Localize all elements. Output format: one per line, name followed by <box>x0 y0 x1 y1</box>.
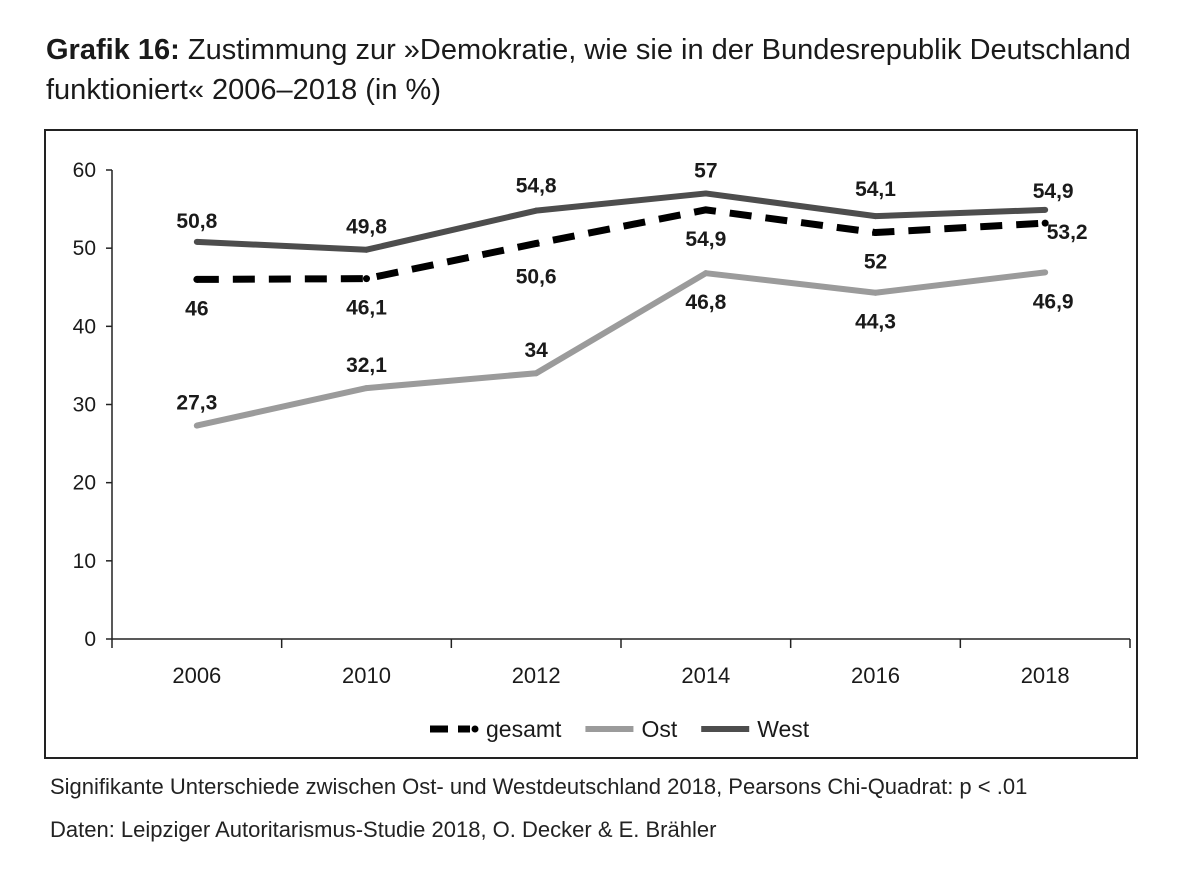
series-line-ost <box>196 269 1046 429</box>
data-point-west <box>363 246 370 253</box>
data-label-gesamt: 53,2 <box>1047 221 1088 244</box>
x-tick-label: 2010 <box>342 663 391 688</box>
legend-swatch-dot <box>471 725 479 733</box>
data-label-ost: 32,1 <box>346 354 387 377</box>
data-label-ost: 27,3 <box>176 392 217 415</box>
x-tick-label: 2012 <box>512 663 561 688</box>
y-tick-label: 20 <box>73 472 96 495</box>
y-tick-label: 0 <box>84 628 96 651</box>
data-point-ost <box>533 370 540 377</box>
legend-label-west: West <box>757 716 810 742</box>
data-label-ost: 46,8 <box>685 291 726 314</box>
chart-title-lead: Grafik 16: <box>46 34 180 66</box>
x-tick-label: 2016 <box>851 663 900 688</box>
y-tick-label: 40 <box>73 315 96 338</box>
x-tick-label: 2018 <box>1021 663 1070 688</box>
data-point-west <box>193 238 200 245</box>
series-line-west <box>196 190 1046 253</box>
data-label-west: 54,8 <box>516 175 557 198</box>
chart-title: Grafik 16: Zustimmung zur »Demokratie, w… <box>46 30 1166 110</box>
legend-label-gesamt: gesamt <box>486 716 562 742</box>
data-label-gesamt: 46 <box>185 297 208 320</box>
data-point-gesamt <box>193 275 201 283</box>
series-line-gesamt <box>196 206 1046 283</box>
data-label-gesamt: 54,9 <box>685 228 726 251</box>
data-point-ost <box>363 385 370 392</box>
data-point-ost <box>702 270 709 277</box>
data-point-gesamt <box>702 206 710 214</box>
x-tick-label: 2014 <box>681 663 730 688</box>
data-point-west <box>533 207 540 214</box>
legend-label-ost: Ost <box>641 716 677 742</box>
data-label-west: 49,8 <box>346 216 387 239</box>
source-note: Daten: Leipziger Autoritarismus-Studie 2… <box>50 817 717 842</box>
data-label-west: 57 <box>694 159 717 182</box>
data-point-west <box>702 190 709 197</box>
data-point-gesamt <box>363 275 370 283</box>
y-tick-label: 30 <box>73 394 96 417</box>
chart-frame: 0 10 20 30 40 50 60 2006 2010 2012 2014 2016 2018 46 4… <box>44 129 1138 759</box>
data-label-ost: 44,3 <box>855 311 896 334</box>
y-tick-label: 50 <box>73 237 96 260</box>
y-tick-label: 10 <box>73 550 96 573</box>
data-point-gesamt <box>532 239 540 247</box>
data-point-gesamt <box>872 229 879 237</box>
data-point-ost <box>193 422 200 429</box>
data-label-west: 54,1 <box>855 178 896 201</box>
data-point-west <box>872 213 879 220</box>
data-label-ost: 46,9 <box>1033 290 1074 313</box>
data-label-west: 54,9 <box>1033 180 1074 203</box>
data-label-gesamt: 50,6 <box>516 265 557 288</box>
y-tick-label: 60 <box>73 159 96 182</box>
data-point-west <box>1042 206 1049 213</box>
data-label-gesamt: 46,1 <box>346 297 387 320</box>
data-label-gesamt: 52 <box>864 251 887 274</box>
data-point-gesamt <box>1041 219 1049 227</box>
significance-note: Signifikante Unterschiede zwischen Ost- … <box>50 774 1028 799</box>
data-label-ost: 34 <box>524 339 548 362</box>
data-point-ost <box>872 289 879 296</box>
chart-title-text: Zustimmung zur »Demokratie, wie sie in d… <box>46 34 1131 106</box>
data-label-west: 50,8 <box>176 210 217 233</box>
line-chart: 0 10 20 30 40 50 60 2006 2010 2012 2014 2016 2018 46 4… <box>73 159 1131 742</box>
data-point-ost <box>1042 269 1049 276</box>
x-tick-label: 2006 <box>172 663 221 688</box>
